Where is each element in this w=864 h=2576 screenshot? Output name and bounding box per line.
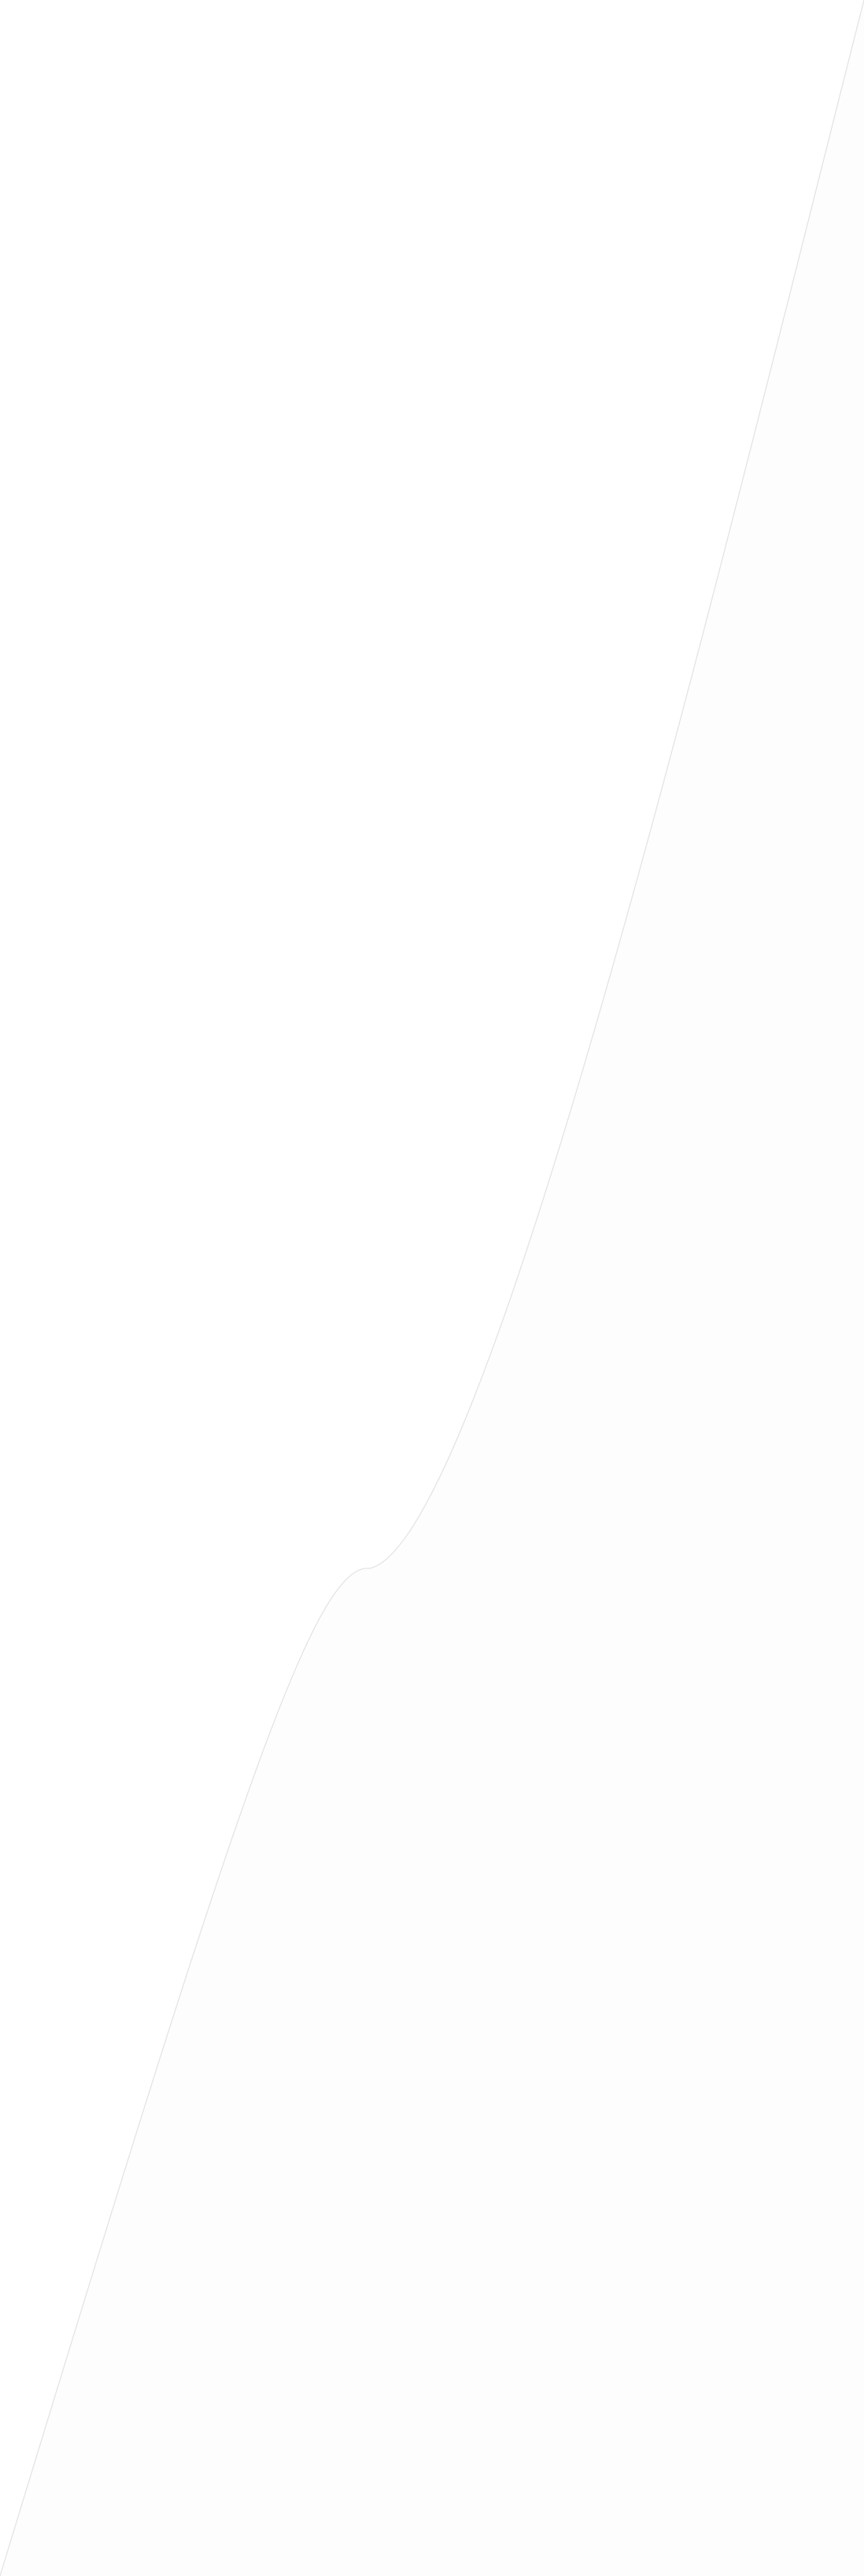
background-left-region xyxy=(0,0,864,2576)
background-right-region xyxy=(0,0,864,2576)
decorative-background xyxy=(0,0,864,2576)
curved-divider-line xyxy=(0,0,864,2576)
page-canvas xyxy=(0,0,864,2576)
